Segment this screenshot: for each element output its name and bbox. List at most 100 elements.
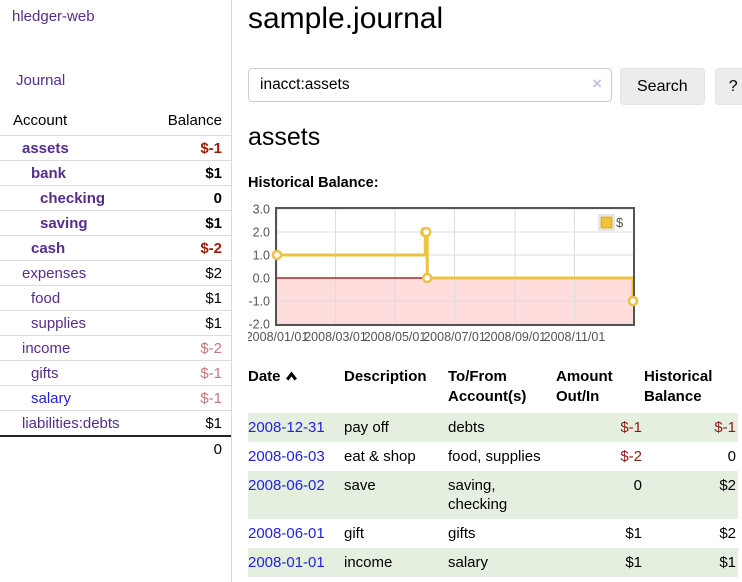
register-col-amount: Amount Out/In <box>556 368 613 405</box>
account-link-assets[interactable]: assets <box>22 139 69 157</box>
transaction-date-link[interactable]: 2008-06-01 <box>248 525 325 542</box>
account-link-saving[interactable]: saving <box>40 214 88 232</box>
app-title-link[interactable]: hledger-web <box>12 8 95 25</box>
date-cell: 2008-12-31 <box>248 413 344 442</box>
balance-column-header: Balance <box>167 112 222 129</box>
account-row: expenses $2 <box>0 260 231 285</box>
accounts-cell: food, supplies <box>448 448 541 465</box>
account-link-liabilities-debts[interactable]: liabilities:debts <box>22 414 120 432</box>
svg-text:0.0: 0.0 <box>253 272 270 286</box>
svg-text:-2.0: -2.0 <box>248 318 270 332</box>
account-row: assets $-1 <box>0 135 231 160</box>
register-col-description: Description <box>344 368 427 385</box>
account-row: liabilities:debts $1 <box>0 410 231 435</box>
svg-text:1.0: 1.0 <box>253 249 270 263</box>
account-link-cash[interactable]: cash <box>31 239 66 257</box>
account-balance: $1 <box>205 414 222 432</box>
accounts-cell: saving, checking <box>448 477 508 513</box>
register-row: 2008-06-02 save saving, checking 0 $2 <box>248 471 738 519</box>
sort-ascending-icon <box>285 371 297 381</box>
date-cell: 2008-06-02 <box>248 471 344 519</box>
clear-search-icon[interactable]: × <box>592 74 602 93</box>
account-balance: $1 <box>205 164 222 182</box>
register-header-row: Date Description To/From Account(s) Amou… <box>248 363 738 413</box>
register-row: 2008-12-31 pay off debts $-1 $-1 <box>248 413 738 442</box>
page-title: sample.journal <box>248 2 444 35</box>
svg-text:2008/11/01: 2008/11/01 <box>544 330 606 344</box>
account-row: bank $1 <box>0 160 231 185</box>
svg-text:2008/03/01: 2008/03/01 <box>304 330 367 344</box>
account-link-supplies[interactable]: supplies <box>31 314 87 332</box>
historical-balance-chart: $3.0 2.0 1.0 0.0 -1.0 -2.0 2008/01/01 2008/03/0… <box>248 202 742 344</box>
register-col-date[interactable]: Date <box>248 363 344 413</box>
accounts-column-header: Account <box>13 112 68 129</box>
date-cell: 2008-06-03 <box>248 442 344 471</box>
chart-heading: Historical Balance: <box>248 175 379 191</box>
account-balance: $1 <box>205 314 222 332</box>
transaction-date-link[interactable]: 2008-12-31 <box>248 419 325 436</box>
account-heading: assets <box>248 123 321 151</box>
search-button[interactable]: Search <box>620 68 705 105</box>
account-link-bank[interactable]: bank <box>31 164 67 182</box>
amount-cell: 0 <box>633 477 642 494</box>
svg-text:2008/01/01: 2008/01/01 <box>248 330 308 344</box>
date-cell: 2008-06-01 <box>248 519 344 548</box>
account-row: income $-2 <box>0 335 231 360</box>
balance-cell: 0 <box>727 448 736 465</box>
account-row: checking 0 <box>0 185 231 210</box>
account-balance: $-1 <box>200 389 222 407</box>
account-balance: 0 <box>213 189 222 207</box>
description-cell: eat & shop <box>344 448 416 465</box>
account-row: salary $-1 <box>0 385 231 410</box>
transaction-date-link[interactable]: 2008-06-02 <box>248 477 325 494</box>
amount-cell: $1 <box>625 525 642 542</box>
description-cell: save <box>344 477 376 494</box>
accounts-cell: salary <box>448 554 489 571</box>
date-column-label: Date <box>248 368 281 385</box>
svg-text:-1.0: -1.0 <box>248 295 270 309</box>
transaction-date-link[interactable]: 2008-06-03 <box>248 448 325 465</box>
register-row: 2008-01-01 income salary $1 $1 <box>248 548 738 577</box>
sidebar: hledger-web Journal Account Balance asse… <box>0 0 232 582</box>
account-row: saving $1 <box>0 210 231 235</box>
svg-text:2008/07/01: 2008/07/01 <box>423 330 486 344</box>
account-balance: $-2 <box>200 239 222 257</box>
account-row: gifts $-1 <box>0 360 231 385</box>
transaction-date-link[interactable]: 2008-01-01 <box>248 554 325 571</box>
chart-canvas: $3.0 2.0 1.0 0.0 -1.0 -2.02008/01/012008/03/0… <box>248 203 639 344</box>
register-col-accounts: To/From Account(s) <box>448 368 527 405</box>
account-row: supplies $1 <box>0 310 231 335</box>
account-row: cash $-2 <box>0 235 231 260</box>
accounts-table: Account Balance assets $-1 bank $1 checking 0… <box>0 108 231 460</box>
account-link-checking[interactable]: checking <box>40 189 106 207</box>
accounts-total-balance: 0 <box>0 435 231 460</box>
account-balance: $1 <box>205 214 222 232</box>
svg-text:2008/05/01: 2008/05/01 <box>364 330 427 344</box>
accounts-cell: debts <box>448 419 485 436</box>
balance-cell: $2 <box>719 477 736 494</box>
account-link-income[interactable]: income <box>22 339 71 357</box>
account-link-salary[interactable]: salary <box>31 389 72 407</box>
account-balance: $-2 <box>200 339 222 357</box>
account-link-gifts[interactable]: gifts <box>31 364 59 382</box>
svg-text:2008/09/01: 2008/09/01 <box>484 330 547 344</box>
search-input[interactable] <box>248 68 612 102</box>
svg-text:2.0: 2.0 <box>253 226 270 240</box>
register-row: 2008-06-03 eat & shop food, supplies $-2 0 <box>248 442 738 471</box>
account-link-expenses[interactable]: expenses <box>22 264 87 282</box>
register-col-balance: Historical Balance <box>644 368 713 405</box>
description-cell: pay off <box>344 419 389 436</box>
date-cell: 2008-01-01 <box>248 548 344 577</box>
balance-cell: $1 <box>719 554 736 571</box>
sidebar-accounts: assets $-1 bank $1 checking 0 saving $1 cash $-2 e… <box>0 135 231 435</box>
account-link-food[interactable]: food <box>31 289 61 307</box>
balance-cell: $2 <box>719 525 736 542</box>
description-cell: income <box>344 554 393 571</box>
journal-nav-link[interactable]: Journal <box>16 72 66 89</box>
help-button[interactable]: ? <box>714 68 742 105</box>
search-bar: × Search ? <box>248 68 742 105</box>
account-balance: $2 <box>205 264 222 282</box>
main-content: sample.journal × Search ? assets Histori… <box>232 0 742 582</box>
description-cell: gift <box>344 525 365 542</box>
